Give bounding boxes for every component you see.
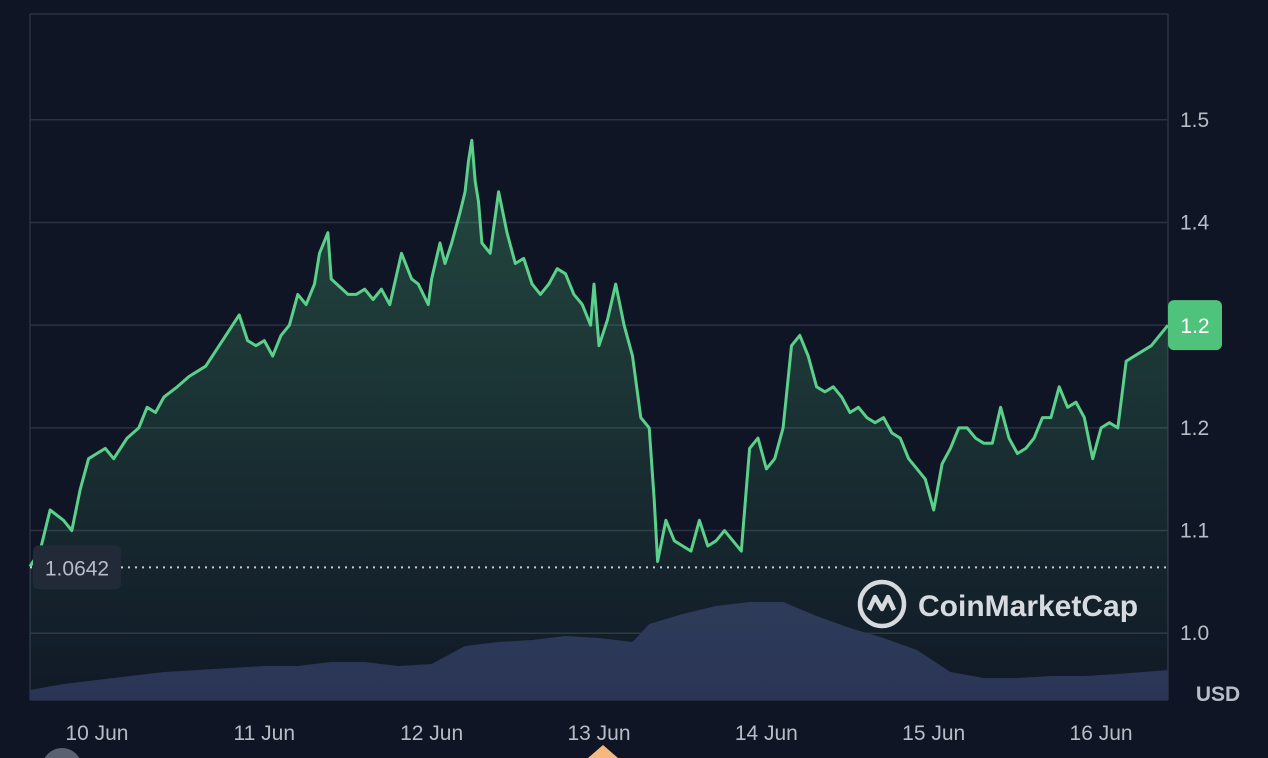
price-line	[28, 138, 1170, 568]
start-price-label: 1.0642	[33, 545, 121, 590]
x-tick-label: 14 Jun	[735, 722, 798, 745]
x-axis-ticks: 10 Jun 11 Jun 12 Jun 13 Jun 14 Jun 15 Jun 16 J…	[65, 722, 1132, 745]
y-tick-label: 1.4	[1180, 211, 1210, 234]
start-price-text: 1.0642	[45, 557, 109, 580]
x-tick-label: 13 Jun	[567, 722, 630, 745]
brand-name: CoinMarketCap	[918, 590, 1138, 623]
y-tick-label: 1.2	[1180, 417, 1209, 440]
currency-label: USD	[1196, 683, 1240, 706]
x-tick-label: 16 Jun	[1070, 722, 1133, 745]
x-tick-label: 12 Jun	[400, 722, 463, 745]
price-area	[28, 138, 1170, 701]
x-tick-label: 11 Jun	[234, 722, 296, 745]
coinmarketcap-logo-icon	[857, 579, 907, 629]
last-price-text: 1.2	[1180, 315, 1209, 338]
y-axis-ticks: 1.0 1.1 1.2 1.2 1.4 1.5	[1180, 109, 1210, 645]
timeline-marker-icon	[588, 745, 618, 758]
y-tick-label: 1.5	[1180, 109, 1209, 132]
y-tick-label: 1.0	[1180, 622, 1209, 645]
y-tick-label: 1.1	[1180, 520, 1209, 543]
last-price-badge: 1.2	[1168, 300, 1222, 351]
price-area-fill	[30, 140, 1168, 701]
x-tick-label: 15 Jun	[902, 722, 965, 745]
brand-watermark: CoinMarketCap	[857, 579, 1138, 629]
avatar	[44, 748, 80, 758]
x-tick-label: 10 Jun	[65, 722, 128, 745]
